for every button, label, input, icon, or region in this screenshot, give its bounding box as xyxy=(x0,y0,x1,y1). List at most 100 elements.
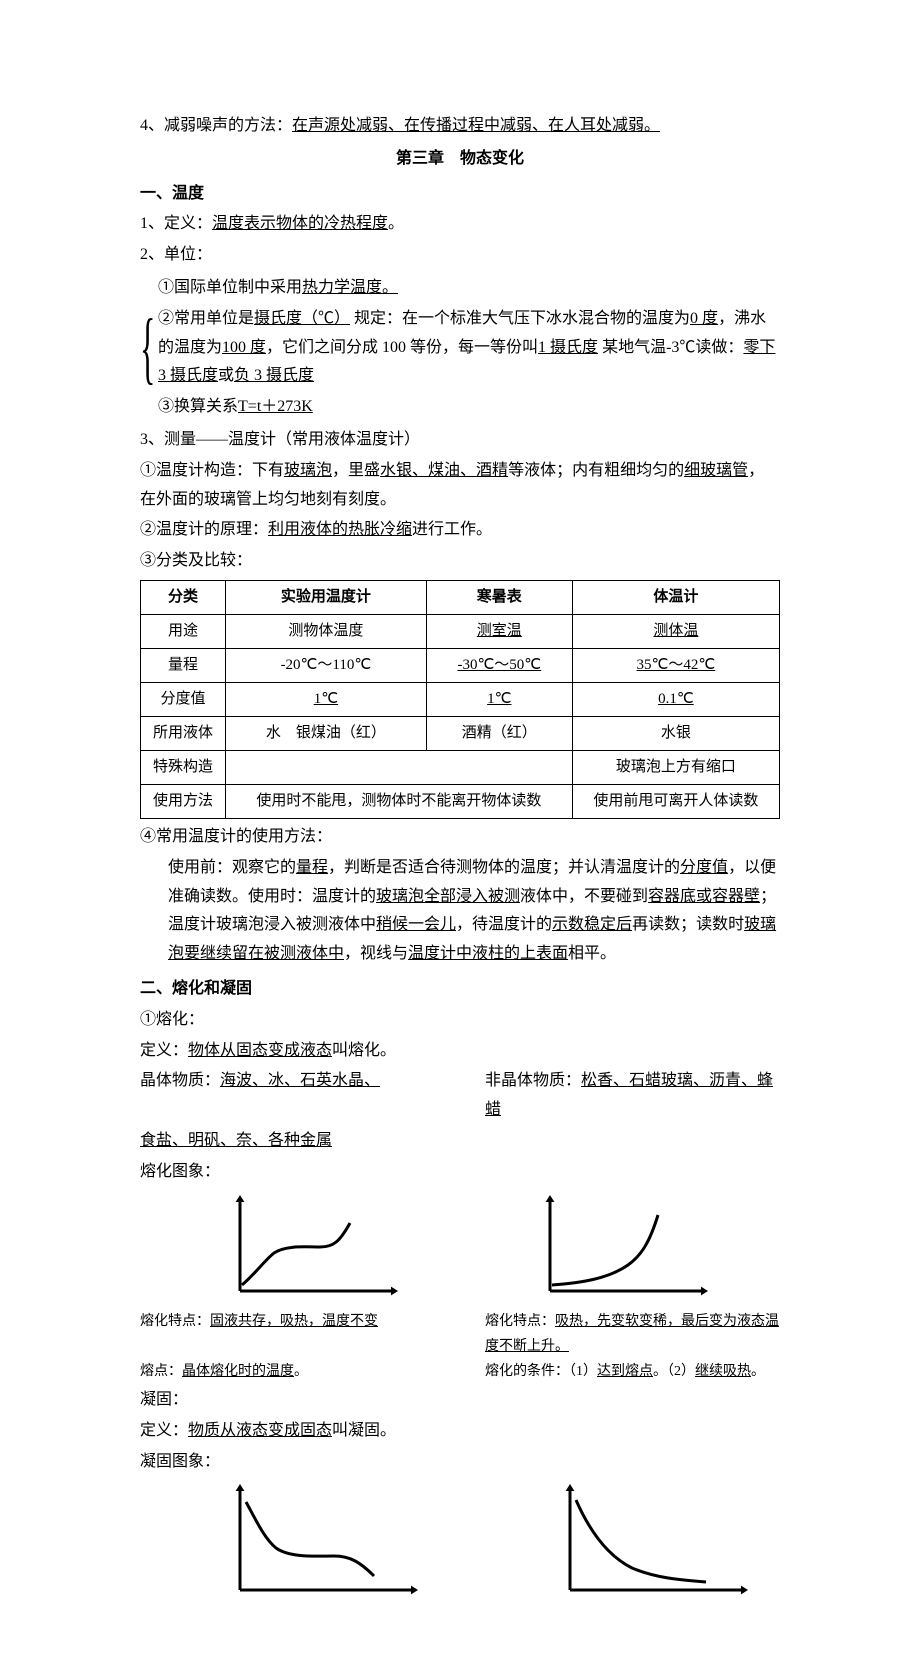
m4p1d: 液体中，不要碰到 xyxy=(520,888,648,905)
row-label: 分度值 xyxy=(141,682,226,716)
sd-tail: 叫凝固。 xyxy=(332,1422,396,1439)
solid-def: 定义：物质从液态变成固态叫凝固。 xyxy=(140,1417,780,1446)
melting-points-row: 熔点：晶体熔化时的温度。 熔化的条件：（1）达到熔点。（2）继续吸热。 xyxy=(140,1359,780,1384)
item2-mid3: ，它们之间分成 100 等份，每一等份叫 xyxy=(266,339,538,356)
table-row: 量程-20℃～110℃-30℃～50℃35℃～42℃ xyxy=(141,648,780,682)
table-cell: 35℃～42℃ xyxy=(572,648,779,682)
substances-row: 晶体物质：海波、冰、石英水晶、 非晶体物质：松香、石蜡玻璃、沥青、蜂蜡 xyxy=(140,1067,780,1125)
m1-mid1: ，里盛 xyxy=(332,462,380,479)
item2-u2: 0 度 xyxy=(690,310,718,327)
item3-u: T=t＋273K xyxy=(238,398,313,415)
m4u6: 示数稳定后 xyxy=(552,916,632,933)
unit-item-1: ①国际单位制中采用热力学温度。 xyxy=(158,274,780,303)
th-3: 体温计 xyxy=(572,580,779,614)
table-cell: 水 银煤油（红） xyxy=(225,716,426,750)
melting-chart-label: 熔化图象： xyxy=(140,1158,780,1187)
table-header-row: 分类 实验用温度计 寒暑表 体温计 xyxy=(141,580,780,614)
table-cell: -20℃～110℃ xyxy=(225,648,426,682)
table-row: 所用液体水 银煤油（红）酒精（红）水银 xyxy=(141,716,780,750)
measure-label: 3、测量——温度计（常用液体温度计） xyxy=(140,426,780,455)
item2-u3: 100 度 xyxy=(222,339,266,356)
crystal-col: 晶体物质：海波、冰、石英水晶、 xyxy=(140,1067,435,1125)
definition-line: 1、定义：温度表示物体的冷热程度。 xyxy=(140,210,780,239)
noise-methods: 在声源处减弱、在传播过程中减弱、在人耳处减弱。 xyxy=(292,117,660,134)
feat2: 熔化特点：吸热，先变软变稀，最后变为液态温度不断上升。 xyxy=(485,1309,780,1359)
crystal-line2: 食盐、明矾、奈、各种金属 xyxy=(140,1127,780,1156)
table-cell: 测室温 xyxy=(426,614,572,648)
noise-reduction-line: 4、减弱噪声的方法：在声源处减弱、在传播过程中减弱、在人耳处减弱。 xyxy=(140,112,780,141)
table-cell: 测物体温度 xyxy=(225,614,426,648)
m2-tail: 进行工作。 xyxy=(412,521,492,538)
item1-u: 热力学温度。 xyxy=(302,279,398,296)
table-cell: 酒精（红） xyxy=(426,716,572,750)
solid-chart-crystal xyxy=(220,1482,420,1602)
item2-u4: 1 摄氏度 xyxy=(538,339,598,356)
m4p1a: 使用前：观察它的 xyxy=(168,859,296,876)
table-cell: 水银 xyxy=(572,716,779,750)
m4p1f: ，待温度计的 xyxy=(456,916,552,933)
unit-item-3: ③换算关系T=t＋273K xyxy=(158,393,780,422)
m4p1g: 再读数；读数时 xyxy=(632,916,744,933)
solid-chart-label: 凝固图象： xyxy=(140,1448,780,1477)
mp-u: 晶体熔化时的温度 xyxy=(182,1364,294,1379)
table-cell: 测体温 xyxy=(572,614,779,648)
m4p1i: 相平。 xyxy=(568,945,616,962)
cond-u2: 继续吸热 xyxy=(695,1364,751,1379)
cond-u1: 达到熔点 xyxy=(597,1364,653,1379)
crystal-u2: 食盐、明矾、奈、各种金属 xyxy=(140,1132,332,1149)
melting-chart-noncrystal xyxy=(530,1193,710,1303)
def-underline: 温度表示物体的冷热程度 xyxy=(212,215,388,232)
m2-pre: ②温度计的原理： xyxy=(140,521,268,538)
row-label: 用途 xyxy=(141,614,226,648)
f1-u: 固液共存，吸热，温度不变 xyxy=(210,1314,378,1329)
melting-def: 定义：物体从固态变成液态叫熔化。 xyxy=(140,1037,780,1066)
cond-pre: 熔化的条件：（1） xyxy=(485,1364,597,1379)
sd-pre: 定义： xyxy=(140,1422,188,1439)
m4u1: 量程 xyxy=(296,859,328,876)
cond-tail: 。 xyxy=(751,1364,765,1379)
m4u4: 容器底或容器壁 xyxy=(648,888,760,905)
left-brace-icon: { xyxy=(140,308,146,388)
m4p1h: ，视线与 xyxy=(344,945,408,962)
crystal-pre: 晶体物质： xyxy=(140,1072,220,1089)
table-cell: 玻璃泡上方有缩口 xyxy=(572,750,779,784)
item2-mid4: 某地气温-3℃读做： xyxy=(598,339,743,356)
md-u: 物体从固态变成液态 xyxy=(188,1042,332,1059)
melting-label: ①熔化： xyxy=(140,1006,780,1035)
table-cell: 1℃ xyxy=(426,682,572,716)
mp-pre: 熔点： xyxy=(140,1364,182,1379)
th-2: 寒暑表 xyxy=(426,580,572,614)
table-cell: -30℃～50℃ xyxy=(426,648,572,682)
md-tail: 叫熔化。 xyxy=(332,1042,396,1059)
def-label: 1、定义： xyxy=(140,215,212,232)
table-cell: 0.1℃ xyxy=(572,682,779,716)
mp-tail: 。 xyxy=(294,1364,308,1379)
table-cell: 使用前甩可离开人体读数 xyxy=(572,784,779,818)
row-label: 特殊构造 xyxy=(141,750,226,784)
measure-4-para: 使用前：观察它的量程，判断是否适合待测物体的温度；并认清温度计的分度值，以便准确… xyxy=(140,854,780,969)
sd-u: 物质从液态变成固态 xyxy=(188,1422,332,1439)
item2-mid1: 规定：在一个标准大气压下冰水混合物的温度为 xyxy=(350,310,690,327)
item2-u1: 摄氏度（℃） xyxy=(254,310,350,327)
brace-content: ①国际单位制中采用热力学温度。 ②常用单位是摄氏度（℃） 规定：在一个标准大气压… xyxy=(158,272,780,424)
measure-4-label: ④常用温度计的使用方法： xyxy=(140,823,780,852)
melting-chart-crystal xyxy=(220,1193,400,1303)
item2-pre: ②常用单位是 xyxy=(158,310,254,327)
m4u2: 分度值 xyxy=(680,859,728,876)
th-0: 分类 xyxy=(141,580,226,614)
measure-3-label: ③分类及比较： xyxy=(140,547,780,576)
md-pre: 定义： xyxy=(140,1042,188,1059)
m4u5: 稍候一会儿 xyxy=(376,916,456,933)
item2-mid5: 或 xyxy=(218,367,234,384)
f1-pre: 熔化特点： xyxy=(140,1314,210,1329)
table-row: 特殊构造 玻璃泡上方有缩口 xyxy=(141,750,780,784)
unit-label: 2、单位： xyxy=(140,241,780,270)
m1-u3: 细玻璃管 xyxy=(684,462,748,479)
def-tail: 。 xyxy=(388,215,404,232)
item2-u6: 负 3 摄氏度 xyxy=(234,367,314,384)
table-row: 分度值1℃1℃0.1℃ xyxy=(141,682,780,716)
m1-pre: ①温度计构造：下有 xyxy=(140,462,284,479)
nc-pre: 非晶体物质： xyxy=(485,1072,581,1089)
m4p1b: ，判断是否适合待测物体的温度；并认清温度计的 xyxy=(328,859,680,876)
item1-pre: ①国际单位制中采用 xyxy=(158,279,302,296)
